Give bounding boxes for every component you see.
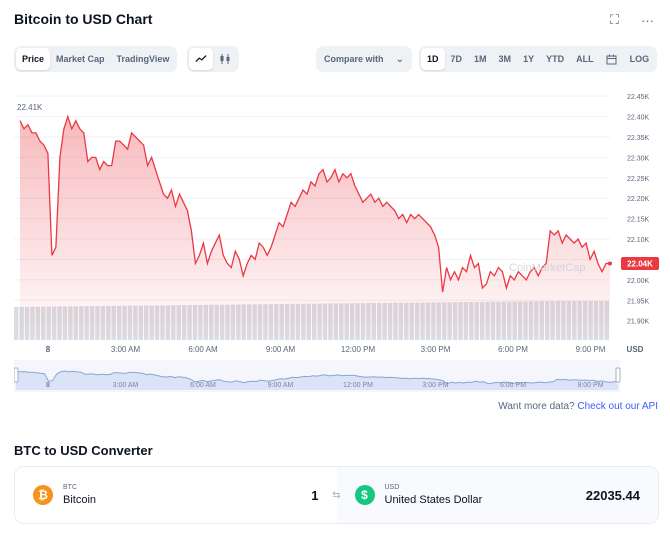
range-7d[interactable]: 7D — [450, 54, 463, 64]
price-area — [20, 116, 610, 337]
x-tick-label: 9:00 PM — [576, 345, 606, 354]
api-link[interactable]: Check out our API — [577, 401, 658, 412]
range-1d[interactable]: 1D — [421, 48, 445, 70]
x-tick-label: 8 — [46, 345, 51, 354]
log-toggle[interactable]: LOG — [629, 54, 650, 64]
to-symbol: USD — [384, 484, 400, 491]
line-chart-icon[interactable] — [189, 48, 213, 70]
from-symbol: BTC — [63, 484, 77, 491]
range-1y[interactable]: 1Y — [523, 54, 535, 64]
overview-x-tick-label: 6:00 PM — [500, 382, 526, 389]
chart-title: Bitcoin to USD Chart — [14, 11, 153, 27]
current-price-dot — [608, 261, 612, 266]
tab-price[interactable]: Price — [16, 48, 51, 70]
range-1m[interactable]: 1M — [474, 54, 487, 64]
more-icon[interactable]: ··· — [641, 12, 654, 28]
y-tick-label: 22.30K — [627, 155, 650, 162]
swap-icon[interactable]: ⇆ — [332, 489, 341, 501]
y-tick-label: 21.90K — [627, 319, 650, 326]
tab-market-cap[interactable]: Market Cap — [56, 54, 105, 64]
y-tick-label: 22.15K — [627, 217, 650, 224]
y-tick-label: 22.25K — [627, 176, 650, 183]
price-line — [19, 114, 610, 293]
x-tick-label: 3:00 AM — [111, 345, 141, 354]
from-amount-input[interactable]: 1 — [311, 487, 319, 503]
overview-x-tick-label: 3:00 AM — [113, 382, 139, 389]
chart-toolbar: Price Market Cap TradingView Compare wit… — [14, 46, 659, 74]
chevron-down-icon: ⌄ — [395, 53, 404, 65]
from-name: Bitcoin — [63, 494, 97, 506]
to-name: United States Dollar — [384, 494, 483, 506]
tab-tradingview[interactable]: TradingView — [116, 54, 170, 64]
price-chart-svg: CoinMarketCap 22.41K 22.45K 22.40K 22.35K 2… — [13, 94, 659, 392]
current-price-badge: 22.04K — [608, 257, 659, 271]
price-chart[interactable]: CoinMarketCap 22.41K 22.45K 22.40K 22.35K 2… — [13, 82, 659, 402]
expand-icon[interactable]: ⛶ — [609, 12, 619, 27]
current-price-label: 22.04K — [627, 260, 653, 269]
y-tick-label: 22.20K — [627, 196, 650, 203]
bitcoin-icon: ₿ — [33, 485, 53, 505]
api-promo: Want more data? Check out our API — [498, 401, 658, 412]
chart-type-group — [187, 46, 239, 72]
converter-from[interactable]: ₿ BTC Bitcoin 1 — [15, 467, 337, 523]
view-tab-group: Price Market Cap TradingView — [14, 46, 178, 72]
api-promo-text: Want more data? — [498, 401, 578, 412]
overview-x-tick-label: 6:00 AM — [190, 382, 216, 389]
x-tick-label: 3:00 PM — [421, 345, 451, 354]
range-all[interactable]: ALL — [576, 54, 594, 64]
y-tick-label: 21.95K — [627, 298, 650, 305]
overview-left-handle[interactable] — [13, 367, 19, 383]
overview-x-tick-label: 3:00 PM — [422, 382, 448, 389]
x-tick-label: 9:00 AM — [266, 345, 296, 354]
overview-x-tick-label: 9:00 PM — [577, 382, 603, 389]
compare-label: Compare with — [324, 54, 384, 64]
volume-bar — [14, 307, 19, 340]
y-tick-label: 22.40K — [627, 115, 650, 122]
compare-with-dropdown[interactable]: Compare with ⌄ — [316, 46, 412, 72]
watermark: CoinMarketCap — [509, 262, 585, 274]
candlestick-icon[interactable] — [213, 48, 237, 70]
overview-line — [15, 370, 618, 385]
converter-to[interactable]: $ USD United States Dollar 22035.44 — [336, 467, 658, 523]
open-price-label: 22.41K — [17, 103, 43, 112]
overview-area — [16, 371, 618, 390]
currency-unit-label: USD — [627, 345, 644, 354]
range-overview[interactable]: 8 3:00 AM 6:00 AM 9:00 AM 12:00 PM 3:00 PM 6:0… — [13, 360, 621, 392]
overview-right-handle[interactable] — [615, 367, 621, 383]
overview-x-tick-label: 8 — [46, 382, 50, 389]
x-tick-label: 6:00 AM — [188, 345, 218, 354]
range-3m[interactable]: 3M — [498, 54, 512, 64]
x-tick-label: 6:00 PM — [498, 345, 528, 354]
range-ytd[interactable]: YTD — [546, 54, 565, 64]
y-tick-label: 22.45K — [627, 94, 650, 101]
y-tick-label: 22.35K — [627, 135, 650, 142]
y-tick-label: 22.00K — [627, 278, 650, 285]
calendar-icon[interactable] — [600, 48, 624, 70]
dollar-icon: $ — [354, 485, 375, 505]
x-tick-label: 12:00 PM — [341, 345, 376, 354]
y-tick-label: 22.10K — [627, 237, 650, 244]
converter-title: BTC to USD Converter — [14, 443, 153, 458]
converter-card: ₿ BTC Bitcoin 1 ⇆ $ USD United States Do… — [14, 466, 659, 524]
overview-x-tick-label: 9:00 AM — [268, 382, 294, 389]
range-tab-group: 1D 7D 1M 3M 1Y YTD ALL LOG — [419, 46, 658, 72]
overview-x-tick-label: 12:00 PM — [343, 382, 373, 389]
to-amount-input[interactable]: 22035.44 — [585, 487, 640, 503]
